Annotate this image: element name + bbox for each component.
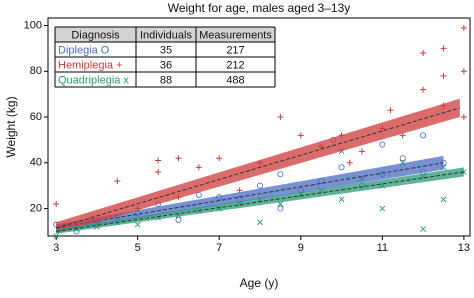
point [338, 196, 345, 203]
table-cell: 217 [226, 44, 244, 56]
point [338, 164, 345, 171]
fit-line [56, 107, 460, 229]
x-tick-label: 9 [298, 242, 304, 254]
point [346, 159, 353, 166]
chart-title: Weight for age, males aged 3–13y [168, 1, 351, 15]
point [460, 68, 467, 75]
table-header-bg [55, 27, 275, 42]
point [257, 219, 263, 226]
x-tick-label: 5 [135, 242, 141, 254]
point [277, 205, 284, 212]
table-header: Measurements [199, 29, 272, 41]
point [175, 155, 182, 162]
point [460, 114, 467, 121]
x-tick-label: 7 [216, 242, 222, 254]
point [420, 132, 427, 139]
point [277, 171, 284, 178]
confidence-band [56, 167, 464, 234]
point [114, 178, 121, 185]
point [155, 157, 162, 164]
point [195, 164, 202, 171]
x-axis-label: Age (y) [240, 276, 279, 290]
x-tick-label: 3 [53, 242, 59, 254]
y-tick-label: 20 [30, 202, 42, 214]
point [399, 155, 406, 162]
x-tick-label: 11 [377, 242, 388, 254]
point [155, 168, 162, 175]
point [420, 226, 427, 233]
point [387, 107, 394, 114]
table-header: Individuals [140, 29, 192, 41]
table-body-bg [55, 42, 275, 87]
fit-line [56, 171, 464, 232]
plot-area [53, 24, 467, 239]
table-cell: 88 [160, 74, 172, 86]
point [440, 196, 447, 203]
confidence-band [56, 98, 460, 234]
point [440, 45, 447, 52]
y-tick-label: 40 [30, 157, 42, 169]
point [297, 132, 304, 139]
point [460, 24, 467, 31]
point [257, 182, 264, 189]
confidence-band [56, 155, 444, 232]
table-cell: 36 [160, 59, 172, 71]
point [216, 155, 223, 162]
y-tick-label: 60 [30, 111, 42, 123]
point [420, 49, 427, 56]
legend-table: Diagnosis Individuals Measurements Diplegia… [54, 26, 276, 88]
table-cell: 488 [226, 74, 244, 86]
table-cell: 212 [226, 59, 244, 71]
point [53, 200, 60, 207]
plot-frame [47, 17, 471, 237]
legend-entry: Hemiplegia + [58, 59, 123, 71]
point [53, 233, 60, 239]
point [440, 72, 447, 79]
point [379, 141, 386, 148]
legend-entry: Quadriplegia x [58, 74, 129, 86]
y-tick-label: 100 [24, 19, 42, 31]
point [134, 221, 141, 228]
point [358, 148, 365, 155]
y-axis-label: Weight (kg) [4, 96, 18, 157]
point [420, 86, 427, 93]
fit-line [56, 162, 444, 229]
point [195, 191, 202, 198]
x-tick-label: 13 [458, 242, 470, 254]
table-header: Diagnosis [71, 29, 120, 41]
point [175, 216, 182, 223]
point [379, 205, 386, 212]
table-cell: 35 [160, 44, 172, 56]
point [277, 114, 284, 121]
y-tick-label: 80 [30, 65, 42, 77]
legend-entry: Diplegia O [58, 44, 110, 56]
